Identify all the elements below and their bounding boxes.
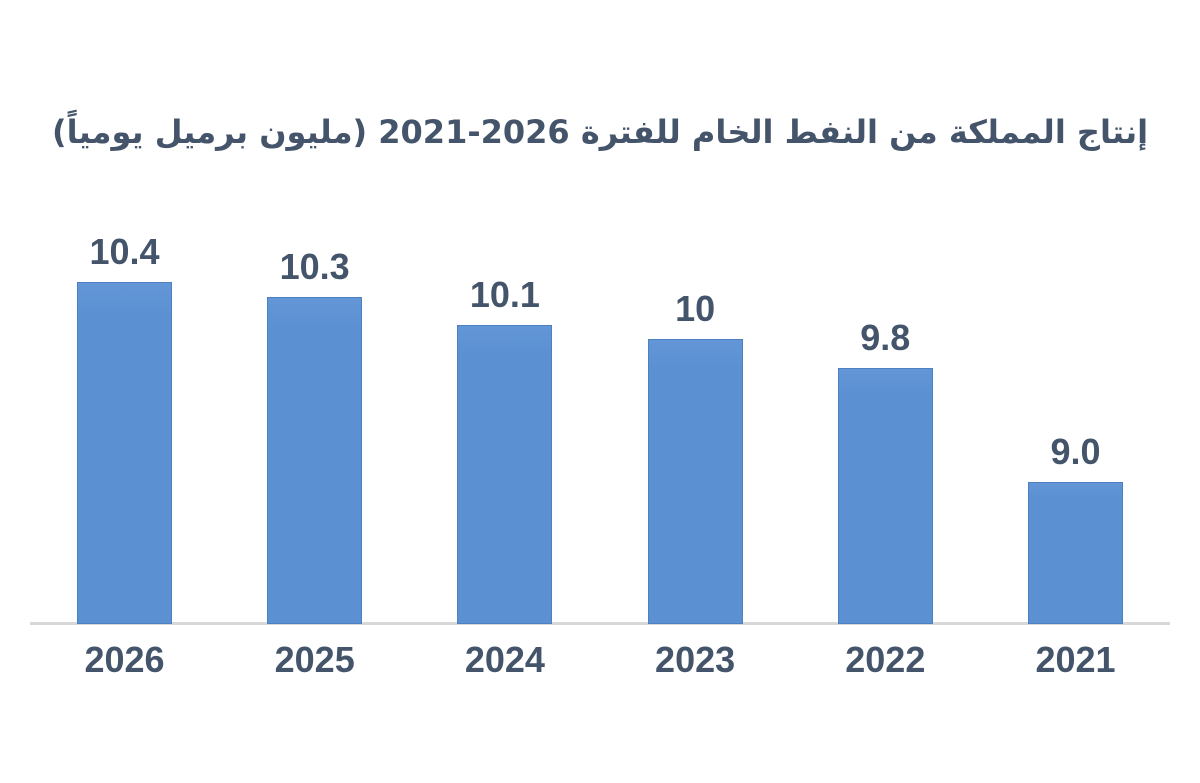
bar-2025	[267, 297, 363, 624]
bar-2021	[1028, 482, 1123, 624]
value-label-2025: 10.3	[279, 246, 350, 287]
x-axis-tick-label-2022: 2022	[845, 639, 926, 680]
chart-title: إنتاج المملكة من النفط الخام للفترة 2026…	[51, 113, 1149, 151]
value-label-2021: 9.0	[1050, 431, 1101, 472]
x-axis-tick-label-2025: 2025	[274, 639, 355, 680]
bar-2026	[77, 282, 172, 624]
value-label-2026: 10.4	[89, 231, 160, 272]
x-axis-line	[30, 622, 1170, 625]
x-axis-tick-label-2023: 2023	[655, 639, 736, 680]
bar-2022	[837, 368, 933, 624]
bar-2023	[647, 339, 743, 624]
x-axis-tick-label-2026: 2026	[84, 639, 165, 680]
value-label-2023: 10	[675, 288, 716, 329]
bar-2024	[457, 325, 553, 624]
x-axis-tick-label-2024: 2024	[464, 639, 545, 680]
value-label-2022: 9.8	[860, 317, 911, 358]
value-label-2024: 10.1	[469, 274, 540, 315]
x-axis-tick-label-2021: 2021	[1035, 639, 1116, 680]
